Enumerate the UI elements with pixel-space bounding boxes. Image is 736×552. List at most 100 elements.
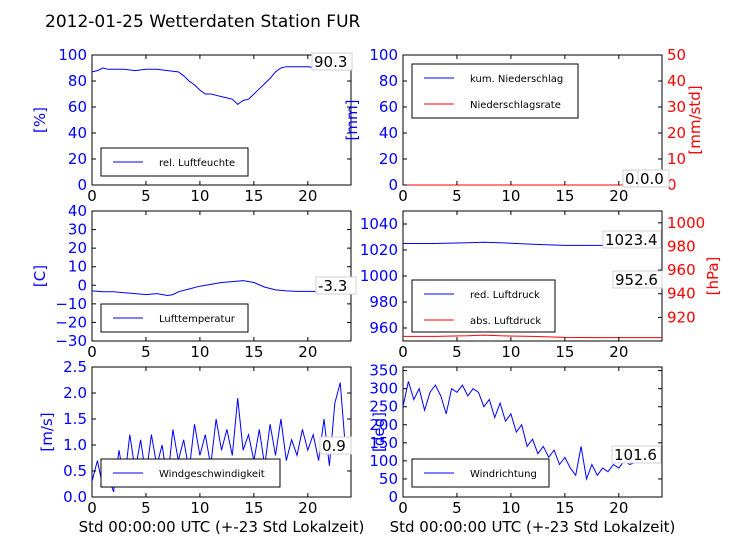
y-right-tick-label: 50 bbox=[667, 46, 686, 64]
legend: rel. Luftfeuchte bbox=[101, 148, 248, 176]
legend: Windrichtung bbox=[412, 459, 549, 487]
x-axis-label: Std 00:00:00 UTC (+-23 Std Lokalzeit) bbox=[79, 518, 365, 536]
y-right-tick-label: 940 bbox=[667, 285, 696, 303]
x-tick-label: 15 bbox=[244, 343, 263, 361]
legend: Windgeschwindigkeit bbox=[101, 459, 280, 487]
y-axis-label-right: [mm/std] bbox=[686, 85, 704, 154]
y-tick-label: 1020 bbox=[360, 241, 398, 259]
y-tick-label: 100 bbox=[369, 452, 398, 470]
x-tick-label: 10 bbox=[501, 343, 520, 361]
x-tick-label: 10 bbox=[190, 499, 209, 517]
y-tick-label: 2.5 bbox=[63, 358, 87, 376]
y-tick-label: 0 bbox=[388, 488, 398, 506]
y-right-tick-label: 30 bbox=[667, 98, 686, 116]
y-tick-label: 20 bbox=[68, 150, 87, 168]
legend-entry-label: Windgeschwindigkeit bbox=[159, 469, 265, 480]
y-right-tick-label: 10 bbox=[667, 150, 686, 168]
y-tick-label: −30 bbox=[55, 332, 87, 350]
value-annotation: -3.3 bbox=[318, 277, 347, 295]
subplot-winddirection: 0 5 10 15 20050100150200250300350[deg]Std 00… bbox=[369, 362, 675, 536]
value-annotation-secondary: 952.6 bbox=[615, 271, 658, 289]
x-axis-label: Std 00:00:00 UTC (+-23 Std Lokalzeit) bbox=[390, 518, 676, 536]
x-tick-label: 0 bbox=[398, 187, 408, 205]
x-tick-label: 10 bbox=[190, 343, 209, 361]
y-tick-label: 2.0 bbox=[63, 384, 87, 402]
subplot-precipitation: 0 5 10 15 20 0 20 40 60 80 100 0 10 20 30 40 50 [mm] [mm/s… bbox=[343, 46, 704, 205]
y-tick-label: 20 bbox=[68, 239, 87, 257]
x-tick-label: 5 bbox=[141, 499, 151, 517]
y-tick-label: 0 bbox=[77, 276, 87, 294]
x-tick-label: 0 bbox=[87, 187, 97, 205]
y-tick-label: 40 bbox=[68, 202, 87, 220]
y-tick-label: 50 bbox=[379, 470, 398, 488]
x-tick-label: 20 bbox=[609, 343, 628, 361]
x-tick-label: 5 bbox=[452, 187, 462, 205]
y-tick-label: 100 bbox=[58, 46, 87, 64]
y-tick-label: 0 bbox=[77, 176, 87, 194]
y-tick-label: 300 bbox=[369, 380, 398, 398]
x-tick-label: 0 bbox=[398, 499, 408, 517]
y-right-tick-label: 1000 bbox=[667, 214, 705, 232]
y-tick-label: 100 bbox=[369, 46, 398, 64]
x-tick-label: 5 bbox=[141, 343, 151, 361]
subplot-pressure: 0 5 10 15 20 960 980 1000 1020 1040 920 940 960 980 10… bbox=[360, 211, 722, 361]
subplot-windspeed: 0 5 10 15 200.00.51.01.52.02.5[m/s]Std 00:00… bbox=[38, 358, 364, 536]
x-tick-label: 20 bbox=[298, 343, 317, 361]
y-tick-label: 1.0 bbox=[63, 436, 87, 454]
y-axis-label-right: [hPa] bbox=[704, 257, 722, 296]
y-tick-label: 1.5 bbox=[63, 410, 87, 428]
x-tick-label: 0 bbox=[398, 343, 408, 361]
legend-entry-label: abs. Luftdruck bbox=[470, 316, 541, 327]
x-tick-label: 20 bbox=[298, 187, 317, 205]
x-tick-label: 20 bbox=[298, 499, 317, 517]
y-tick-label: 80 bbox=[379, 72, 398, 90]
y-tick-label: 60 bbox=[379, 98, 398, 116]
x-tick-label: 10 bbox=[501, 187, 520, 205]
y-tick-label: 1000 bbox=[360, 267, 398, 285]
y-right-tick-label: 920 bbox=[667, 308, 696, 326]
x-tick-label: 15 bbox=[555, 343, 574, 361]
y-tick-label: 980 bbox=[369, 293, 398, 311]
y-right-tick-label: 980 bbox=[667, 237, 696, 255]
y-tick-label: 960 bbox=[369, 319, 398, 337]
y-right-tick-label: 20 bbox=[667, 124, 686, 142]
x-tick-label: 5 bbox=[452, 343, 462, 361]
value-annotation: 0.9 bbox=[322, 437, 346, 455]
y-tick-label: 0 bbox=[388, 176, 398, 194]
figure-title: 2012-01-25 Wetterdaten Station FUR bbox=[45, 12, 361, 32]
x-tick-label: 20 bbox=[609, 187, 628, 205]
value-annotation: 90.3 bbox=[314, 53, 347, 71]
x-tick-label: 0 bbox=[87, 499, 97, 517]
y-axis-label: [%] bbox=[31, 107, 49, 133]
x-tick-label: 15 bbox=[244, 187, 263, 205]
x-tick-label: 0 bbox=[87, 343, 97, 361]
y-axis-label: [m/s] bbox=[38, 412, 56, 451]
y-tick-label: −20 bbox=[55, 313, 87, 331]
x-tick-label: 15 bbox=[555, 187, 574, 205]
legend: red. Luftdruck abs. Luftdruck bbox=[412, 280, 555, 332]
legend: kum. Niederschlag Niederschlagsrate bbox=[412, 64, 578, 118]
y-axis-label: [C] bbox=[31, 265, 49, 287]
y-tick-label: 80 bbox=[68, 72, 87, 90]
y-tick-label: 40 bbox=[379, 124, 398, 142]
value-annotation: 1023.4 bbox=[605, 231, 658, 249]
y-tick-label: 0.0 bbox=[63, 488, 87, 506]
x-tick-label: 15 bbox=[555, 499, 574, 517]
x-tick-label: 15 bbox=[244, 499, 263, 517]
y-tick-label: −10 bbox=[55, 295, 87, 313]
legend-entry-label: Windrichtung bbox=[470, 469, 537, 480]
legend-entry-label: Lufttemperatur bbox=[159, 314, 236, 325]
y-right-tick-label: 960 bbox=[667, 261, 696, 279]
legend-entry-label: rel. Luftfeuchte bbox=[159, 158, 235, 169]
y-tick-label: 40 bbox=[68, 124, 87, 142]
subplots: 0 5 10 15 20020406080100[%]rel. Luftfeuchte9… bbox=[31, 46, 722, 536]
y-tick-label: 30 bbox=[68, 221, 87, 239]
x-tick-label: 10 bbox=[501, 499, 520, 517]
x-tick-label: 20 bbox=[609, 499, 628, 517]
legend-entry-label: red. Luftdruck bbox=[470, 290, 540, 301]
y-tick-label: 10 bbox=[68, 258, 87, 276]
subplot-humidity: 0 5 10 15 20 0 20 40 60 80 100 [%] rel. Luftfeuchte 9… bbox=[31, 46, 352, 205]
y-tick-label: 350 bbox=[369, 362, 398, 380]
y-axis-label: [deg] bbox=[370, 412, 388, 452]
